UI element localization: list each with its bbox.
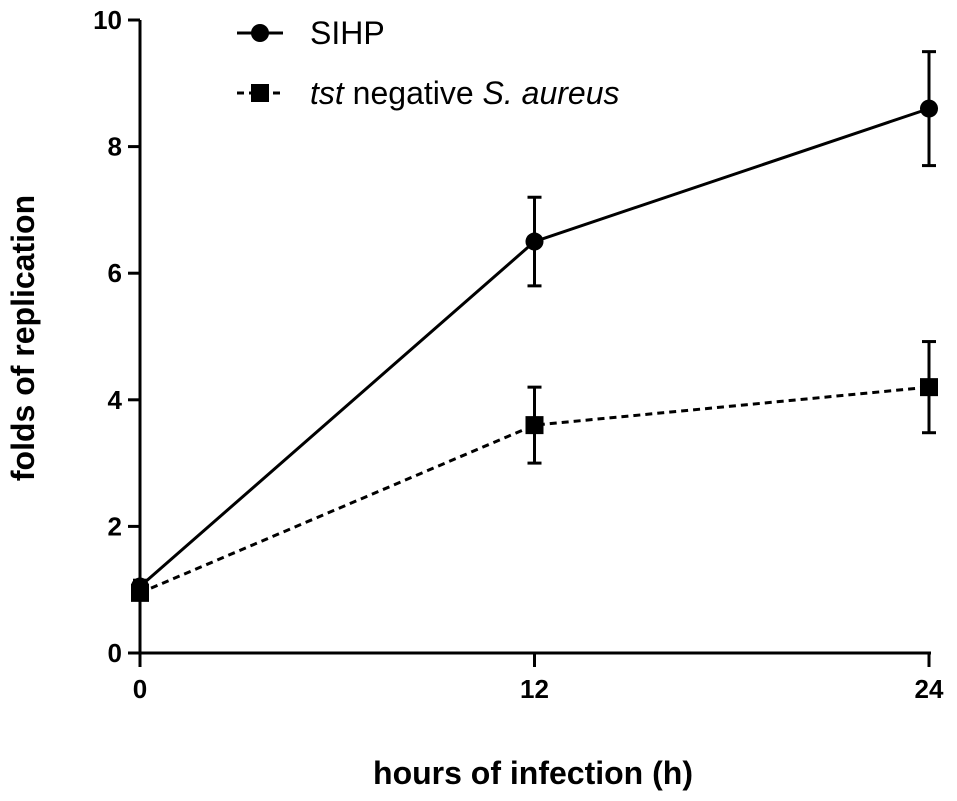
- data-point: [920, 378, 938, 397]
- series-line: [139, 107, 930, 588]
- series-2: [131, 340, 938, 602]
- y-tick-label: 6: [108, 258, 122, 288]
- data-point: [525, 232, 544, 251]
- x-axis-title: hours of infection (h): [373, 755, 693, 791]
- legend-entry-2: tst negative S. aureus: [237, 75, 620, 111]
- series-1: [131, 50, 938, 596]
- y-tick-label: 4: [108, 385, 123, 415]
- data-point: [525, 416, 544, 435]
- legend-circle-marker: [251, 24, 269, 42]
- x-tick-label: 0: [133, 674, 147, 704]
- data-point: [920, 99, 938, 118]
- legend-label: tst negative S. aureus: [310, 75, 620, 111]
- legend-square-marker: [251, 84, 269, 102]
- legend: SIHP tst negative S. aureus: [237, 15, 620, 111]
- x-tick-label: 12: [520, 674, 549, 704]
- legend-label-part: tst: [310, 75, 345, 111]
- y-tick-label: 0: [108, 638, 122, 668]
- y-tick-label: 2: [108, 511, 122, 541]
- y-tick-label: 8: [108, 132, 122, 162]
- x-tick-label: 24: [915, 674, 944, 704]
- data-point: [131, 583, 149, 602]
- legend-entry-1: SIHP: [237, 15, 385, 51]
- legend-label: SIHP: [310, 15, 385, 51]
- legend-label-part: SIHP: [310, 15, 385, 51]
- legend-label-part: S. aureus: [483, 75, 620, 111]
- y-tick-label: 10: [93, 5, 122, 35]
- y-axis-title: folds of replication: [5, 195, 41, 481]
- series-layer: [131, 50, 938, 602]
- legend-label-part: negative: [344, 75, 483, 111]
